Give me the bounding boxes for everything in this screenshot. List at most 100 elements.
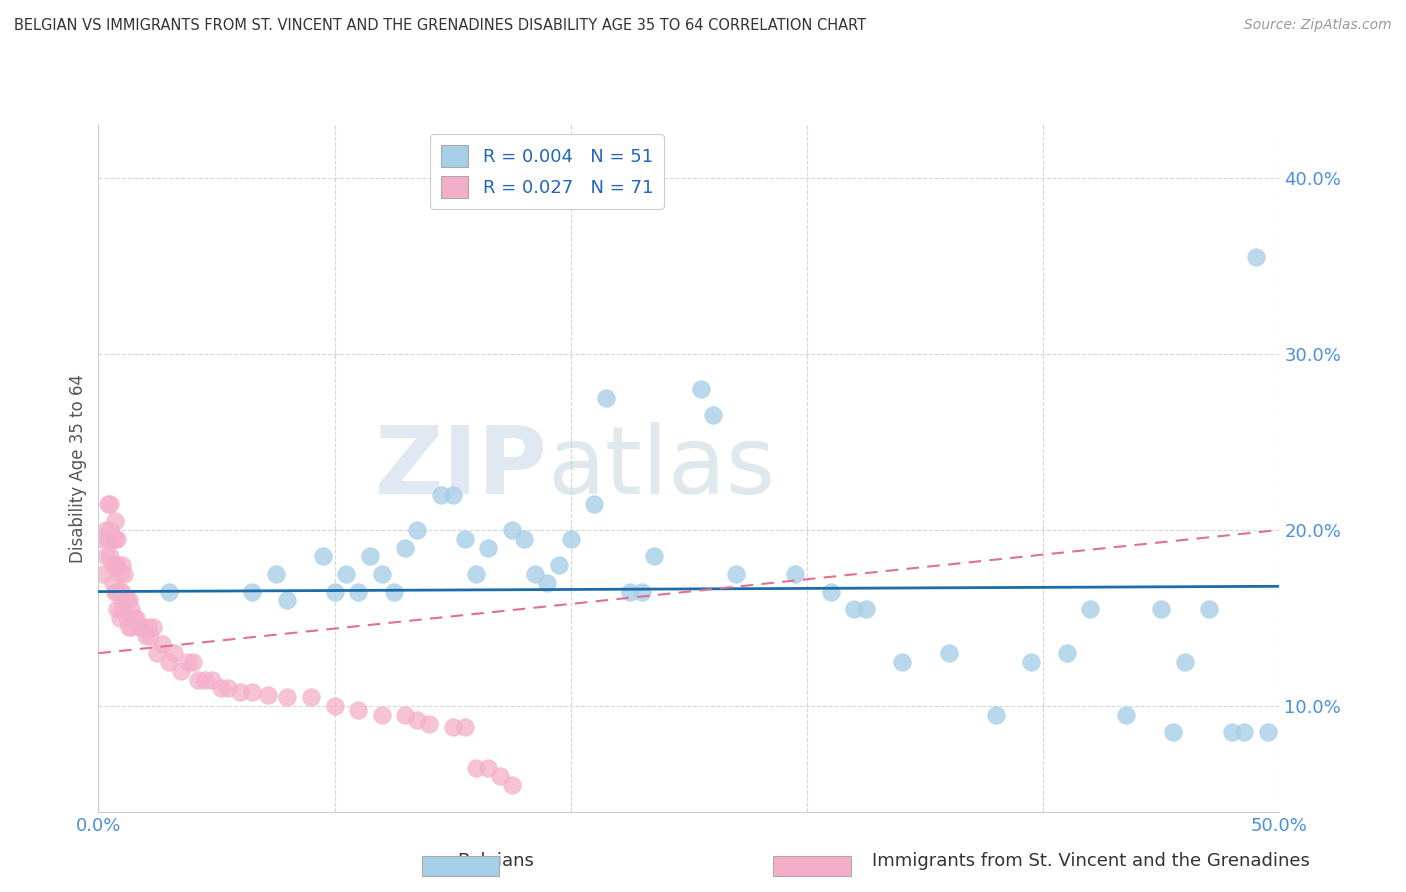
Point (105, 532, 128, 546)
Point (146, 646, 169, 660)
Point (94, 523, 117, 537)
Point (187, 673, 209, 687)
Point (101, 532, 124, 546)
Point (111, 558, 134, 573)
Point (181, 655, 204, 669)
Point (619, 584, 641, 599)
Point (118, 593, 141, 607)
Point (240, 685, 263, 699)
Point (150, 637, 173, 651)
Point (323, 584, 346, 599)
Point (276, 690, 298, 705)
Point (406, 713, 429, 727)
Point (94, 549, 117, 564)
Point (111, 584, 134, 599)
Point (229, 685, 252, 699)
Point (101, 558, 124, 573)
Point (1198, 602, 1220, 616)
Point (820, 584, 842, 599)
Point (418, 716, 440, 731)
Point (465, 761, 488, 775)
Point (394, 707, 416, 722)
Point (157, 584, 180, 599)
Point (1233, 725, 1256, 739)
Point (142, 620, 165, 634)
Text: atlas: atlas (547, 422, 776, 515)
Point (104, 558, 127, 573)
Point (465, 566, 488, 581)
Point (359, 549, 381, 564)
Point (129, 620, 152, 634)
Point (108, 611, 131, 625)
Point (105, 602, 128, 616)
Point (98, 496, 121, 510)
Point (108, 584, 131, 599)
Point (477, 541, 499, 555)
Point (125, 611, 148, 625)
Point (1174, 655, 1197, 669)
Point (335, 566, 357, 581)
Text: Immigrants from St. Vincent and the Grenadines: Immigrants from St. Vincent and the Gren… (872, 852, 1309, 870)
Point (453, 720, 475, 734)
Point (643, 549, 665, 564)
Point (101, 575, 124, 590)
Point (689, 382, 711, 396)
Point (512, 532, 534, 546)
Point (312, 549, 335, 564)
Point (430, 488, 453, 502)
Point (785, 566, 807, 581)
Point (115, 611, 138, 625)
Point (97, 496, 120, 510)
Text: Source: ZipAtlas.com: Source: ZipAtlas.com (1244, 18, 1392, 32)
Point (177, 655, 200, 669)
Point (536, 575, 558, 590)
Point (347, 584, 370, 599)
Point (299, 690, 322, 705)
Point (104, 584, 127, 599)
Point (702, 409, 724, 423)
Point (1021, 655, 1043, 669)
Point (108, 566, 131, 581)
Point (128, 620, 150, 634)
Point (115, 593, 138, 607)
Point (1080, 602, 1102, 616)
Text: Belgians: Belgians (457, 852, 534, 870)
Point (1220, 725, 1243, 739)
Point (453, 532, 475, 546)
Point (276, 593, 298, 607)
Point (98, 523, 121, 537)
Point (121, 620, 143, 634)
Point (347, 702, 370, 716)
Point (501, 523, 523, 537)
Point (441, 488, 464, 502)
Point (1244, 250, 1267, 264)
Point (240, 584, 263, 599)
Point (194, 673, 217, 687)
Point (441, 720, 464, 734)
Text: ZIP: ZIP (374, 422, 547, 515)
Point (121, 602, 143, 616)
Point (725, 566, 748, 581)
Point (139, 629, 162, 643)
Point (583, 496, 606, 510)
Point (157, 655, 180, 669)
Point (170, 664, 193, 678)
Point (104, 532, 127, 546)
Point (524, 566, 547, 581)
Point (560, 532, 582, 546)
Point (209, 681, 232, 696)
Point (111, 602, 134, 616)
Point (890, 655, 912, 669)
Point (630, 584, 652, 599)
Point (1257, 725, 1279, 739)
Point (1161, 725, 1184, 739)
Point (406, 523, 429, 537)
Point (844, 602, 866, 616)
Point (371, 566, 394, 581)
Point (135, 629, 157, 643)
Point (104, 514, 127, 528)
Point (548, 558, 571, 573)
Point (323, 699, 346, 714)
Point (118, 620, 141, 634)
Point (98, 549, 121, 564)
